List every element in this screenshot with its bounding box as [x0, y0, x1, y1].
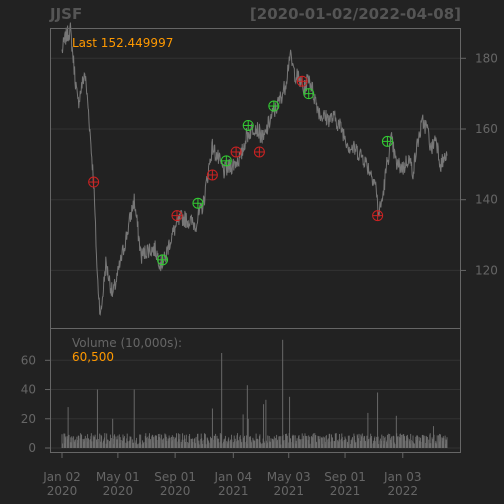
price-tick-label: 120: [475, 263, 498, 277]
volume-axis: 0 20 40 60: [21, 353, 50, 455]
volume-label: Volume (10,000s):: [72, 336, 182, 350]
date-tick-label: Jan 04: [214, 470, 253, 484]
date-tick-label: Jan 02: [42, 470, 81, 484]
volume-tick-label: 60: [21, 353, 36, 367]
volume-tick-label: 20: [21, 412, 36, 426]
price-axis: 120 140 160 180: [461, 51, 498, 277]
date-tick-label: Jan 03: [383, 470, 422, 484]
date-tick-label: May 03: [267, 470, 311, 484]
date-tick-year: 2020: [103, 484, 134, 498]
volume-tick-label: 0: [28, 441, 36, 455]
chart-title-date-range: [2020-01-02/2022-04-08]: [250, 5, 461, 23]
price-tick-label: 160: [475, 122, 498, 136]
date-tick-label: Sep 01: [324, 470, 366, 484]
price-series: [61, 22, 448, 316]
date-tick-year: 2021: [273, 484, 304, 498]
date-tick-year: 2022: [388, 484, 419, 498]
volume-value: 60,500: [72, 350, 114, 364]
date-tick-year: 2021: [330, 484, 361, 498]
date-tick-label: May 01: [96, 470, 140, 484]
date-tick-year: 2021: [218, 484, 249, 498]
price-tick-label: 180: [475, 51, 498, 65]
grid-lines: [51, 57, 460, 449]
chart-frame: [50, 28, 461, 453]
date-tick-year: 2020: [160, 484, 191, 498]
date-tick-year: 2020: [47, 484, 78, 498]
price-tick-label: 140: [475, 193, 498, 207]
date-tick-label: Sep 01: [154, 470, 196, 484]
last-price-label: Last 152.449997: [72, 36, 173, 50]
price-line: [61, 22, 448, 316]
volume-tick-label: 40: [21, 383, 36, 397]
chart-title-symbol: JJSF: [49, 5, 82, 23]
trade-markers: [88, 75, 393, 266]
volume-bars: [61, 339, 448, 448]
